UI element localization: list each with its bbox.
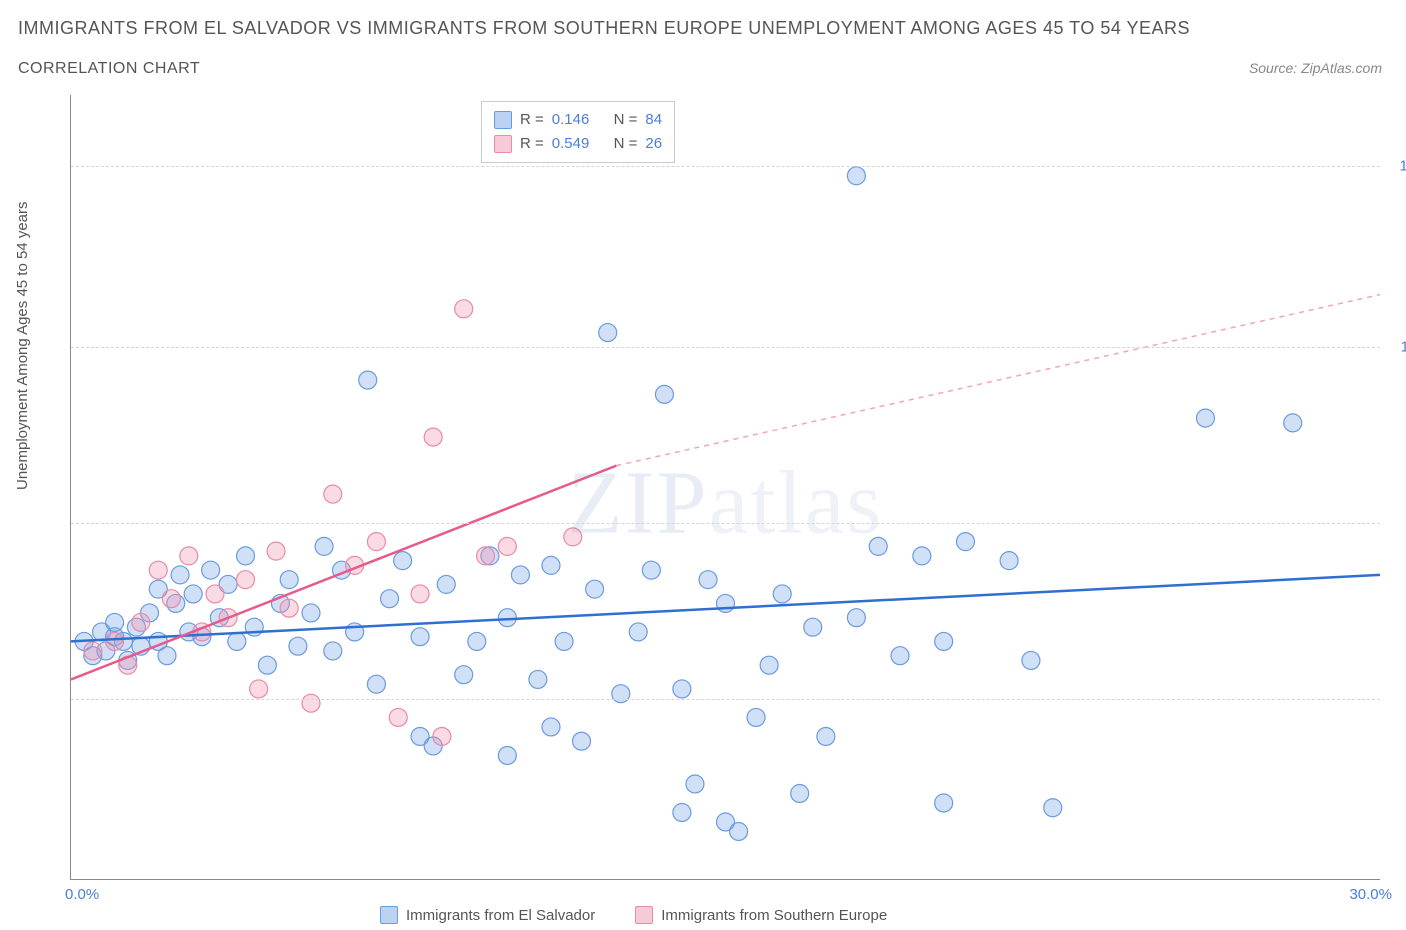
y-tick-label: 15.0% xyxy=(1399,158,1406,175)
stats-row-series-a: R = 0.146 N = 84 xyxy=(494,108,662,132)
legend-swatch-b xyxy=(635,906,653,924)
n-label: N = xyxy=(614,132,638,156)
correlation-stats-box: R = 0.146 N = 84 R = 0.549 N = 26 xyxy=(481,101,675,163)
stats-row-series-b: R = 0.549 N = 26 xyxy=(494,132,662,156)
y-tick-label: 11.2% xyxy=(1401,339,1406,356)
r-value-a: 0.146 xyxy=(552,108,590,132)
scatter-svg xyxy=(71,95,1380,879)
x-tick-label: 30.0% xyxy=(1349,886,1392,903)
r-label: R = xyxy=(520,108,544,132)
chart-plot-area: R = 0.146 N = 84 R = 0.549 N = 26 ZIPatl… xyxy=(70,95,1380,880)
chart-subtitle: CORRELATION CHART xyxy=(18,60,200,78)
r-value-b: 0.549 xyxy=(552,132,590,156)
n-label: N = xyxy=(614,108,638,132)
bottom-legend: Immigrants from El Salvador Immigrants f… xyxy=(380,906,887,924)
legend-label-b: Immigrants from Southern Europe xyxy=(661,907,887,924)
legend-item-b: Immigrants from Southern Europe xyxy=(635,906,887,924)
gridline xyxy=(71,523,1380,524)
gridline xyxy=(71,347,1380,348)
n-value-b: 26 xyxy=(645,132,662,156)
gridline xyxy=(71,699,1380,700)
x-tick-label: 0.0% xyxy=(65,886,99,903)
source-credit: Source: ZipAtlas.com xyxy=(1249,60,1382,76)
legend-swatch-a xyxy=(380,906,398,924)
swatch-series-b xyxy=(494,135,512,153)
y-axis-label: Unemployment Among Ages 45 to 54 years xyxy=(14,201,31,490)
swatch-series-a xyxy=(494,111,512,129)
legend-label-a: Immigrants from El Salvador xyxy=(406,907,595,924)
gridline xyxy=(71,166,1380,167)
r-label: R = xyxy=(520,132,544,156)
legend-item-a: Immigrants from El Salvador xyxy=(380,906,595,924)
n-value-a: 84 xyxy=(645,108,662,132)
chart-title: IMMIGRANTS FROM EL SALVADOR VS IMMIGRANT… xyxy=(18,18,1190,39)
